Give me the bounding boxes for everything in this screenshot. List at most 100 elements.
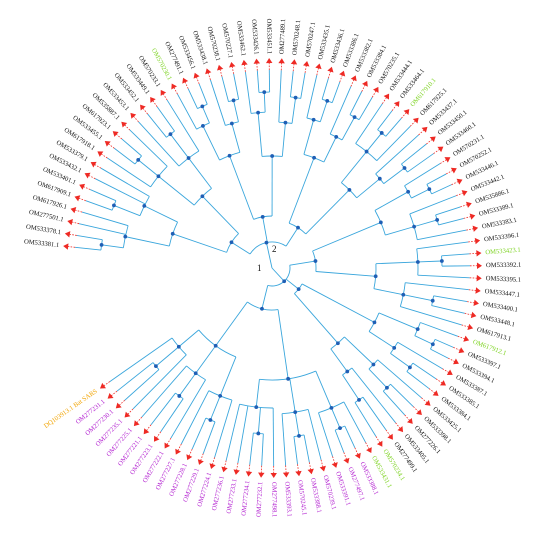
leaf-leader [463, 216, 472, 219]
leaf-leader [93, 163, 102, 169]
branch-radial [75, 246, 101, 251]
leaf-arrow-icon [197, 459, 204, 465]
branch-radial [178, 373, 197, 397]
branch-radial [405, 282, 469, 291]
leaf-label: OM570248.1 [291, 20, 302, 56]
leaf-arrow-icon [130, 112, 137, 119]
leaf-arrow-icon [229, 61, 236, 68]
leaf-label: OM570245.1 [296, 480, 308, 516]
leaf-arrow-icon [461, 190, 468, 197]
internal-node [334, 134, 339, 139]
internal-node [371, 362, 376, 367]
leaf-label: OM570247.1 [304, 22, 317, 58]
internal-node [282, 279, 287, 284]
leaf-arrow-icon [331, 462, 338, 468]
branch-radial [285, 278, 299, 290]
leaf-leader [413, 406, 420, 413]
branch-radial [202, 125, 220, 161]
internal-node [123, 234, 128, 239]
branch-radial [257, 112, 263, 157]
leaf-arrow-icon [456, 178, 463, 185]
leaf-leader [304, 64, 307, 73]
leaf-leader [142, 107, 148, 115]
leaf-arrow-icon [474, 237, 481, 245]
branch-radial [237, 405, 249, 464]
branch-radial [180, 390, 210, 445]
branch-radial [411, 188, 430, 199]
branch-radial [170, 133, 189, 159]
leaf-leader [132, 115, 139, 123]
leaf-label: OM570239.1 [322, 474, 338, 510]
branch-radial [409, 195, 457, 215]
branch-radial [417, 260, 442, 263]
leaf-leader [456, 192, 464, 197]
branch-radial [362, 396, 387, 431]
internal-node [218, 394, 223, 398]
branch-radial [166, 99, 200, 152]
internal-node [229, 240, 234, 245]
leaf-arrow-icon [115, 402, 122, 409]
internal-node [415, 327, 420, 332]
leaf-leader [82, 186, 91, 190]
internal-node [264, 240, 269, 245]
branch-radial [344, 425, 356, 448]
root-label-1: 1 [257, 263, 262, 273]
branch-radial [137, 159, 159, 177]
branch-radial [426, 173, 447, 185]
internal-node [227, 153, 232, 158]
leaf-leader [435, 378, 443, 384]
internal-node [415, 260, 420, 264]
branch-radial [277, 309, 289, 379]
leaf-arrow-icon [393, 101, 400, 108]
branch-radial [307, 409, 322, 460]
leaf-leader [115, 133, 123, 140]
branch-radial [305, 189, 350, 235]
leaf-arrow-icon [429, 136, 436, 143]
leaf-leader [461, 324, 470, 328]
branch-radial [124, 369, 160, 401]
leaf-leader [177, 443, 182, 452]
leaf-arrow-icon [373, 86, 379, 93]
leaf-leader [328, 70, 332, 79]
internal-node [312, 155, 316, 160]
leaf-leader [195, 76, 200, 85]
leaf-arrow-icon [412, 117, 419, 124]
branch-radial [397, 341, 443, 370]
leaf-arrow-icon [424, 399, 431, 406]
leaf-label: OM277489.1 [279, 19, 288, 55]
branch-radial [229, 155, 255, 220]
internal-node [435, 218, 440, 222]
branch-radial [85, 200, 113, 211]
leaf-leader [103, 381, 111, 387]
leaf-label: OM533435.1 [317, 24, 332, 60]
leaf-leader [107, 143, 115, 149]
branch-radial [129, 129, 168, 167]
leaf-leader [421, 397, 428, 404]
leaf-leader [316, 67, 320, 76]
internal-node [193, 371, 198, 376]
leaf-label: OM533392.1 [486, 262, 521, 269]
branch-radial [343, 401, 367, 443]
internal-node [201, 124, 205, 128]
internal-node [378, 220, 383, 225]
leaf-arrow-icon [450, 167, 457, 174]
branch-radial [289, 71, 294, 98]
internal-node [254, 405, 259, 410]
branch-radial [187, 88, 198, 109]
branch-radial [383, 167, 405, 185]
internal-node [427, 187, 432, 192]
branch-radial [219, 356, 237, 397]
leaf-arrow-icon [376, 440, 383, 447]
leaf-leader [308, 462, 312, 471]
internal-node [270, 154, 275, 158]
leaf-leader [385, 429, 391, 437]
internal-node [256, 110, 260, 115]
leaf-leader [200, 453, 204, 462]
leaf-label: OM277232.1 [256, 482, 265, 518]
leaf-label: OM277224.1 [196, 472, 213, 508]
branch-radial [244, 71, 252, 114]
internal-node [283, 120, 288, 125]
branch-radial [375, 261, 418, 265]
branch-radial [351, 367, 396, 423]
internal-node [430, 342, 435, 347]
